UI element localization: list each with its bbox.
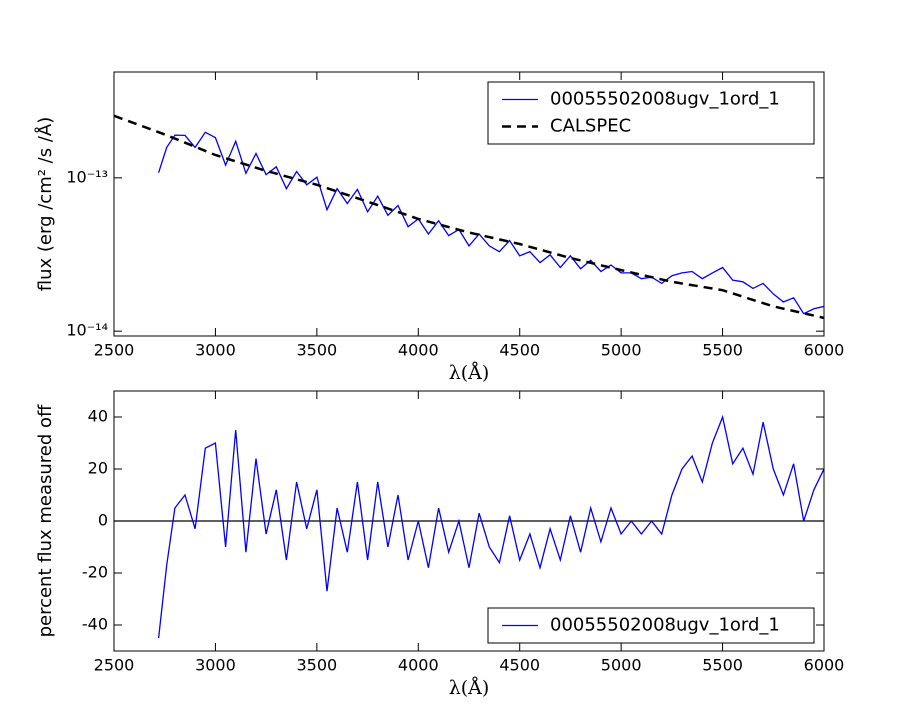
x-tick-label: 3000 (195, 656, 236, 675)
legend-label: 00055502008ugv_1ord_1 (550, 615, 780, 636)
y-tick-label: 0 (98, 511, 108, 530)
legend-label: 00055502008ugv_1ord_1 (550, 89, 780, 110)
x-tick-label: 5000 (601, 656, 642, 675)
x-tick-label: 6000 (804, 341, 845, 360)
y-tick-label: 10⁻¹⁴ (66, 321, 108, 340)
legend-label: CALSPEC (550, 116, 631, 137)
y-tick-label: 40 (88, 407, 108, 426)
x-tick-label: 3000 (195, 341, 236, 360)
legend-box (487, 81, 815, 145)
x-tick-label: 5500 (702, 341, 743, 360)
series-line (114, 114, 824, 320)
x-tick-label: 5500 (702, 656, 743, 675)
x-tick-label: 4500 (499, 656, 540, 675)
x-tick-label: 2500 (94, 341, 135, 360)
x-tick-label: 4500 (499, 341, 540, 360)
y-tick-label: -20 (82, 563, 108, 582)
y-tick-label: 10⁻¹³ (66, 167, 108, 186)
x-tick-label: 5000 (601, 341, 642, 360)
y-tick-label: 20 (88, 459, 108, 478)
axes-frame (113, 71, 825, 337)
x-tick-label: 4000 (398, 341, 439, 360)
x-tick-label: 2500 (94, 656, 135, 675)
x-tick-label: 4000 (398, 656, 439, 675)
series-line (157, 414, 824, 639)
legend-box (487, 607, 815, 644)
axes-frame (113, 390, 825, 652)
x-axis-label: λ(Å) (449, 677, 490, 699)
y-axis-label: flux (erg /cm² /s /Å) (34, 117, 56, 291)
series-line (157, 131, 824, 315)
y-axis-label: percent flux measured off (35, 404, 56, 637)
x-tick-label: 6000 (804, 656, 845, 675)
y-tick-label: -40 (82, 615, 108, 634)
x-tick-label: 3500 (296, 341, 337, 360)
x-axis-label: λ(Å) (449, 362, 490, 384)
x-tick-label: 3500 (296, 656, 337, 675)
